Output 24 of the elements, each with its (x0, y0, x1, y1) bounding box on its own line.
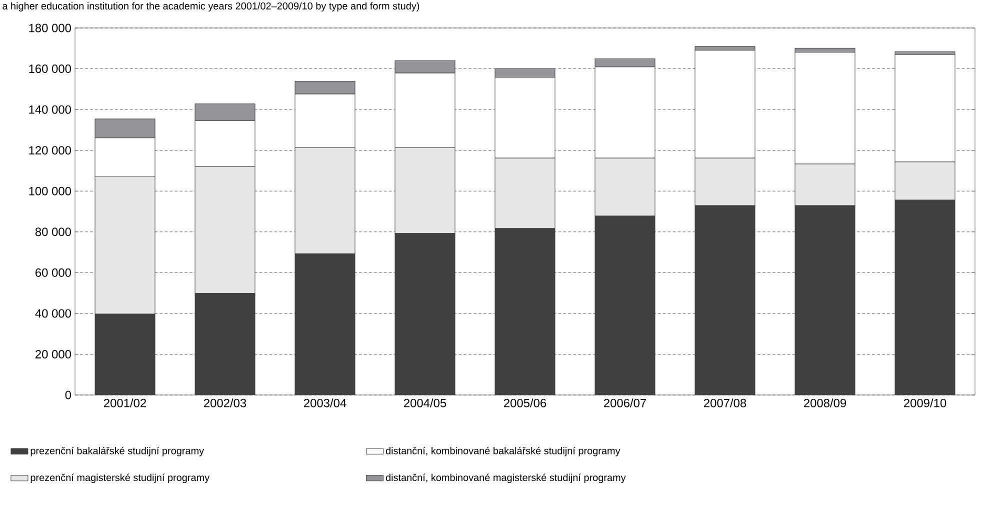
y-tick-label: 20 000 (36, 350, 72, 358)
y-tick-label: 80 000 (35, 228, 72, 236)
y-tick-label: 140 000 (29, 105, 72, 114)
y-tick-label: 180 000 (29, 24, 72, 32)
x-tick-label: 2006/07 (604, 398, 646, 408)
legend-label: prezenční magisterské studijní programy (30, 474, 210, 484)
chart-title: a higher education institution for the academic years 2001/02–2009/10 by type and form study) (2, 2, 420, 12)
x-tick-label: 2007/08 (704, 398, 746, 408)
y-tick-label: 160 000 (29, 64, 72, 73)
legend-label: prezenční bakalářské studijní programy (30, 446, 204, 456)
y-tick-label: 0 (65, 390, 72, 400)
y-tick-label: 100 000 (29, 186, 72, 196)
x-tick-label: 2005/06 (504, 398, 546, 408)
y-tick-label: 60 000 (36, 268, 72, 277)
x-tick-label: 2001/02 (104, 398, 146, 408)
x-tick-label: 2009/10 (904, 398, 946, 408)
y-tick-label: 40 000 (35, 309, 72, 318)
x-tick-label: 2008/09 (804, 398, 846, 408)
y-tick-label: 120 000 (29, 146, 72, 155)
x-tick-label: 2003/04 (304, 398, 346, 408)
legend-label: distanční, kombinované bakalářské studijní programy (386, 446, 620, 456)
legend-label: distanční, kombinované magisterské studijní programy (386, 474, 626, 484)
x-tick-label: 2004/05 (404, 398, 446, 408)
x-tick-label: 2002/03 (204, 398, 246, 408)
